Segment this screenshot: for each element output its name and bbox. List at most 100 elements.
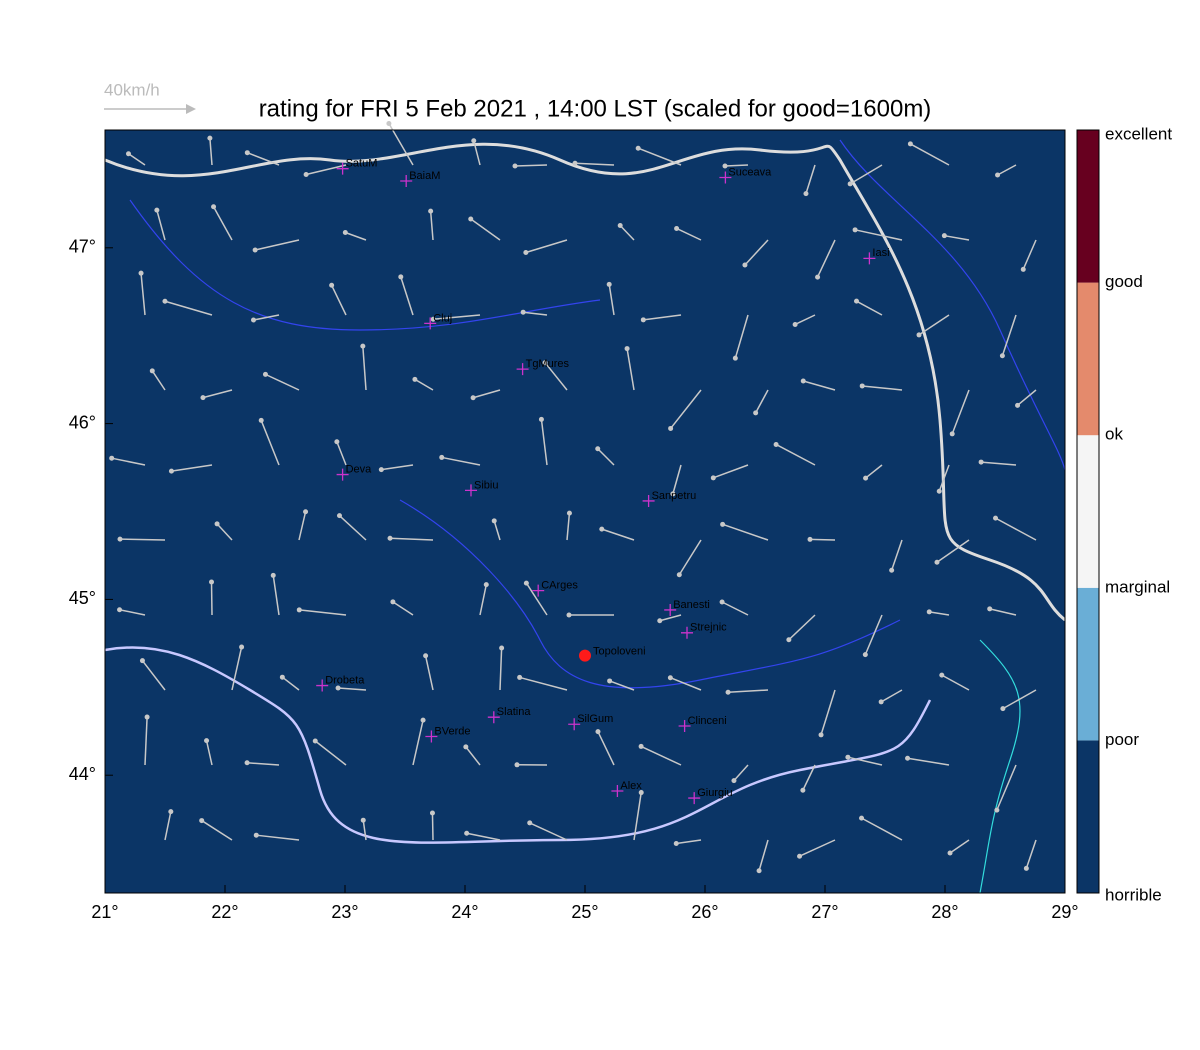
wind-arrowhead (674, 225, 680, 231)
wind-arrow (298, 511, 307, 541)
wind-arrowhead (523, 250, 529, 256)
wind-arrowhead (756, 868, 762, 874)
city-label: Drobeta (325, 674, 365, 686)
wind-arrowhead (1020, 266, 1026, 272)
wind-arrow (260, 420, 280, 466)
wind-arrowhead (214, 521, 220, 527)
wind-arrow (338, 687, 367, 691)
wind-arrow (633, 792, 642, 841)
wind-arrowhead (162, 298, 168, 304)
wind-arrowhead (491, 518, 497, 524)
wind-arrowhead (720, 521, 726, 527)
x-tick-label: 27° (811, 902, 838, 922)
city-marker (688, 792, 701, 805)
wind-arrow (265, 373, 300, 391)
wind-arrow (809, 538, 836, 541)
wind-arrow (247, 152, 280, 166)
y-tick-label: 47° (69, 237, 96, 257)
wind-arrowhead (905, 755, 911, 761)
wind-arrow (433, 314, 481, 321)
wind-arrow (847, 756, 883, 766)
city-marker (336, 162, 349, 175)
wind-arrowhead (303, 171, 309, 177)
wind-arrowhead (710, 475, 716, 481)
wind-arrowhead (607, 678, 613, 684)
wind-arrowhead (926, 609, 932, 615)
wind-arrowhead (638, 743, 644, 749)
wind-arrow (854, 229, 903, 241)
colorbar-label: poor (1105, 730, 1139, 749)
city-label: CArges (541, 580, 578, 592)
wind-arrow (713, 464, 749, 479)
wind-arrow (216, 523, 233, 541)
border-line (839, 139, 1066, 471)
wind-arrow (744, 239, 769, 266)
y-tick-label: 46° (69, 412, 96, 432)
wind-arrow (156, 209, 166, 241)
wind-arrow (849, 164, 883, 185)
wind-arrowhead (211, 204, 217, 210)
wind-arrowhead (471, 138, 477, 144)
wind-arrow (362, 346, 367, 391)
wind-arrow (479, 584, 488, 616)
wind-arrowhead (635, 145, 641, 151)
wind-arrowhead (566, 612, 572, 618)
wind-arrow (734, 314, 749, 359)
wind-arrowhead (109, 455, 115, 461)
wind-arrow (1022, 239, 1037, 270)
wind-arrow (722, 523, 769, 541)
wind-arrow (247, 762, 280, 766)
wind-arrowhead (538, 416, 544, 422)
wind-arrowhead (753, 410, 759, 416)
wind-arrow (381, 464, 414, 471)
wind-arrowhead (599, 526, 605, 532)
wind-arrowhead (878, 699, 884, 705)
wind-arrow (670, 677, 702, 691)
wind-arrow (864, 614, 883, 655)
wind-arrowhead (149, 368, 155, 374)
city-label: Clinceni (688, 715, 727, 727)
wind-arrowhead (429, 810, 435, 816)
wind-arrowhead (239, 644, 245, 650)
wind-arrow (643, 314, 682, 321)
city-label: Banesti (673, 599, 710, 611)
city-marker (316, 679, 329, 692)
wind-arrow (254, 239, 300, 251)
x-tick-label: 25° (571, 902, 598, 922)
wind-arrow (597, 731, 615, 766)
wind-arrowhead (719, 599, 725, 605)
wind-arrow (205, 740, 213, 766)
wind-arrow (144, 717, 148, 766)
wind-arrow (997, 164, 1017, 176)
wind-arrowhead (667, 675, 673, 681)
wind-arrowhead (207, 135, 213, 141)
city-label: Iasi (872, 247, 889, 259)
wind-arrow (949, 839, 970, 854)
wind-arrowhead (572, 160, 578, 166)
wind-arrow (256, 834, 300, 841)
wind-arrow (473, 140, 481, 166)
wind-arrowhead (499, 645, 505, 651)
wind-arrowhead (439, 454, 445, 460)
wind-arrow (465, 746, 481, 766)
city-label: SatuM (346, 158, 378, 170)
wind-arrow (272, 575, 280, 616)
wind-arrowhead (312, 738, 318, 744)
wind-arrowhead (617, 223, 623, 229)
wind-arrow (212, 206, 233, 241)
wind-arrowhead (859, 815, 865, 821)
city-label: SilGum (577, 713, 613, 725)
city-label: Giurgiu (697, 787, 732, 799)
wind-arrow (338, 515, 367, 541)
wind-arrowhead (527, 820, 533, 826)
wind-arrowhead (862, 652, 868, 658)
wind-arrowhead (994, 807, 1000, 813)
x-tick-label: 29° (1051, 902, 1078, 922)
border-line (104, 142, 1066, 622)
wind-arrowhead (253, 832, 259, 838)
wind-arrow (754, 389, 769, 414)
wind-arrowhead (204, 738, 210, 744)
wind-arrowhead (168, 809, 174, 815)
wind-arrowhead (342, 229, 348, 235)
wind-arrow (119, 538, 166, 541)
